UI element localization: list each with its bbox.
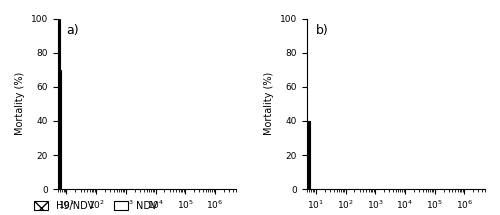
Bar [309,121,310,189]
Bar [50,121,51,189]
Text: b): b) [316,24,328,37]
Bar [59,18,60,189]
Bar [300,121,302,189]
Bar [56,53,58,189]
Bar [286,121,290,189]
Y-axis label: Mortality (%): Mortality (%) [264,72,274,135]
Bar [298,53,300,189]
Bar [54,121,56,189]
Bar [304,87,305,189]
Bar [307,121,308,189]
Bar [303,155,304,189]
Legend: H9/NDV, NDV: H9/NDV, NDV [30,197,162,214]
Bar [295,87,297,189]
Bar [51,155,52,189]
Bar [306,155,307,189]
Bar [43,172,46,189]
Bar [308,121,309,189]
Text: a): a) [66,24,79,37]
Y-axis label: Mortality (%): Mortality (%) [15,72,25,135]
